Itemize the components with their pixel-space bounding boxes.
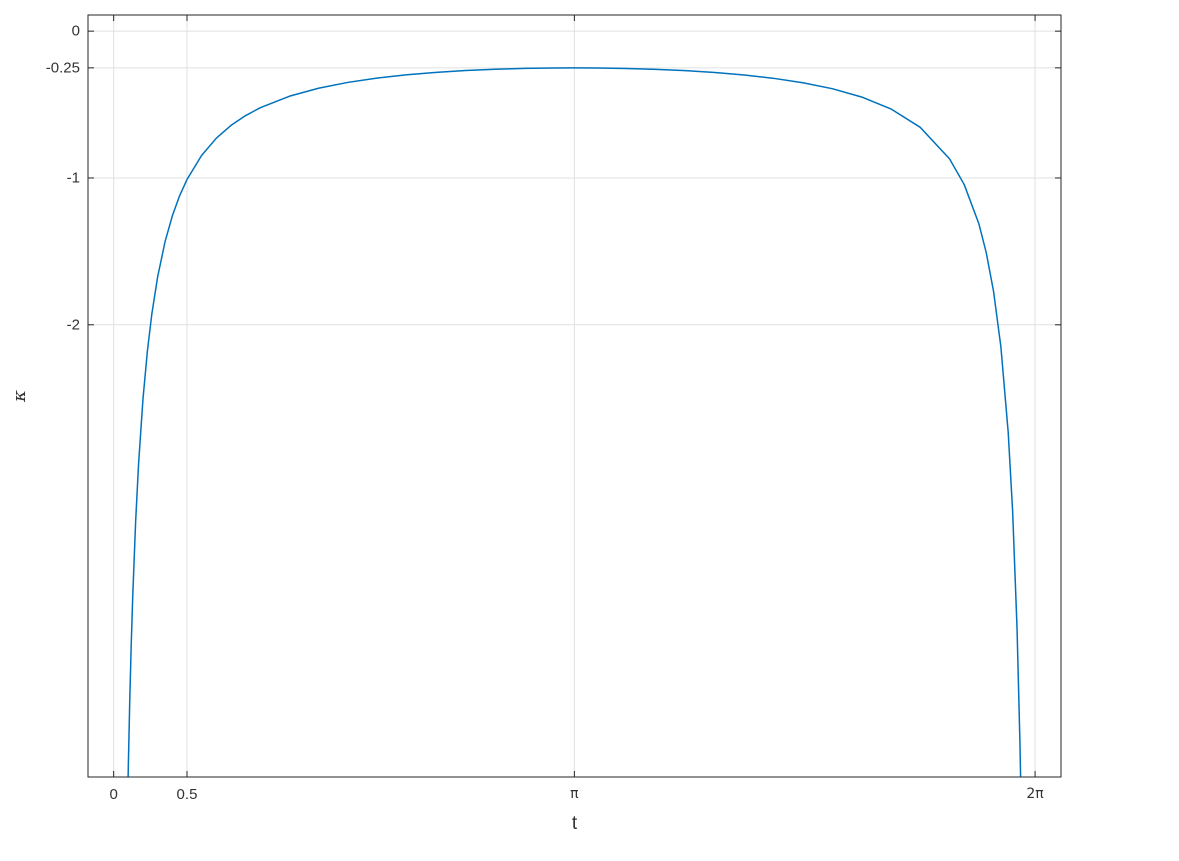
x-tick-label: π <box>570 786 579 802</box>
x-axis-label: t <box>571 813 578 834</box>
y-tick-label: -2 <box>66 316 80 334</box>
y-tick-label: -1 <box>66 169 80 187</box>
x-tick-label: 0 <box>109 786 118 803</box>
y-tick-label: 0 <box>71 22 80 40</box>
x-tick-label: 0.5 <box>176 786 198 803</box>
y-tick-label: -0.25 <box>45 59 80 77</box>
y-axis-label: κ <box>8 390 30 402</box>
curve-line <box>127 67 1022 777</box>
x-tick-label: 2π <box>1026 786 1044 802</box>
